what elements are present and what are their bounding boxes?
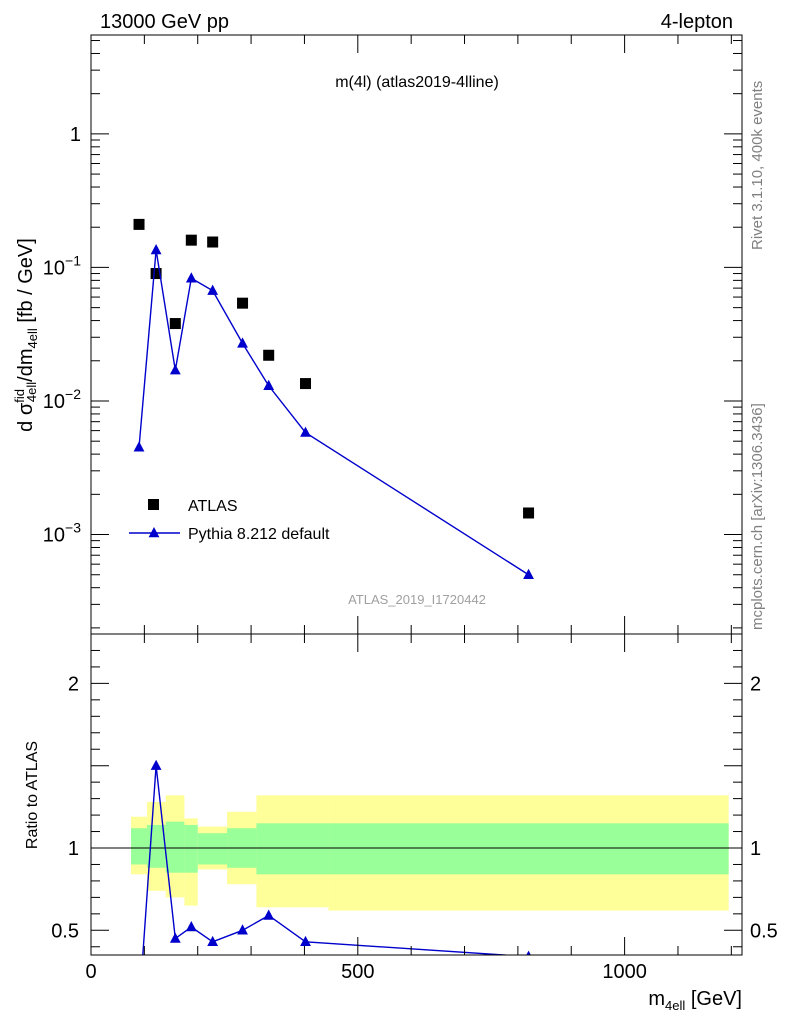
uncertainty-band-inner xyxy=(256,823,329,875)
x-axis-label: m4ell [GeV] xyxy=(648,988,742,1013)
legend: ATLAS Pythia 8.212 default xyxy=(129,498,330,543)
atlas-data-point xyxy=(185,234,197,246)
pythia-data-point xyxy=(237,337,248,348)
ratio-ticks: 0.5 0.5 1 1 2 2 0 500 1000 xyxy=(51,634,778,983)
legend-label: Pythia 8.212 default xyxy=(188,526,330,543)
legend-label: ATLAS xyxy=(188,498,238,515)
mcplots-label: mcplots.cern.ch [arXiv:1306.3436] xyxy=(749,403,766,630)
pythia-data-point xyxy=(150,244,162,255)
main-y-tick-label: 10−3 xyxy=(43,520,81,547)
main-frame xyxy=(90,34,743,635)
pythia-data-point xyxy=(169,364,181,375)
uncertainty-band-inner xyxy=(328,823,729,875)
ratio-y-tick-label-right: 2 xyxy=(750,673,761,695)
ratio-data-point xyxy=(169,932,181,943)
atlas-data-point xyxy=(523,507,535,519)
watermark: ATLAS_2019_I1720442 xyxy=(348,592,486,607)
ratio-data-point xyxy=(207,935,219,947)
ratio-y-tick-label-right: 1 xyxy=(750,838,761,860)
pythia-data-point xyxy=(185,272,197,283)
atlas-data-point xyxy=(263,349,275,361)
ratio-panel: 0.5 0.5 1 1 2 2 0 500 1000 Ratio to ATLAS m4ell … xyxy=(24,633,778,1013)
rivet-label: Rivet 3.1.10, 400k events xyxy=(749,81,766,250)
ratio-y-tick-label: 2 xyxy=(68,673,79,695)
main-y-tick-label: 10−2 xyxy=(43,386,81,413)
main-title: m(4l) (atlas2019-4lline) xyxy=(335,74,499,91)
pythia-data-point xyxy=(523,568,534,579)
pythia-data-point xyxy=(300,426,311,437)
pythia-data-point xyxy=(133,441,145,452)
ratio-y-tick-label-right: 0.5 xyxy=(750,920,778,942)
atlas-data-point xyxy=(150,268,162,280)
atlas-data-point xyxy=(237,297,249,309)
main-y-tick-label: 1 xyxy=(70,124,81,146)
main-y-label: d σfid4ell/dm4ell [fb / GeV] xyxy=(12,238,40,432)
uncertainty-band-inner xyxy=(184,824,198,873)
ratio-series xyxy=(134,759,531,1013)
ratio-y-label: Ratio to ATLAS xyxy=(24,741,41,849)
header-right: 4-lepton xyxy=(661,11,733,33)
legend-marker-pythia xyxy=(148,527,160,538)
main-panel: m(4l) (atlas2019-4lline) ATLAS_2019_I172… xyxy=(12,34,743,635)
pythia-data-point xyxy=(207,284,219,295)
x-tick-label: 500 xyxy=(341,961,374,983)
ratio-y-tick-label: 1 xyxy=(68,838,79,860)
ratio-data-point xyxy=(185,921,197,932)
ratio-data-point xyxy=(150,759,162,770)
atlas-data-point xyxy=(300,378,312,390)
main-plot-area xyxy=(133,218,535,579)
legend-marker-atlas xyxy=(148,499,159,510)
atlas-data-point xyxy=(133,218,145,230)
ratio-data-point xyxy=(526,950,531,955)
main-y-ticks: 10−3 10−2 10−1 1 xyxy=(43,35,742,634)
atlas-data-point xyxy=(207,236,219,248)
pythia-data-point xyxy=(263,379,275,390)
ratio-data-point xyxy=(237,924,248,935)
x-tick-label: 1000 xyxy=(602,961,647,983)
uncertainty-band-inner xyxy=(165,821,185,873)
main-y-tick-label: 10−1 xyxy=(43,252,81,279)
ratio-frame xyxy=(90,633,743,956)
uncertainty-band-inner xyxy=(131,828,148,865)
ratio-data-point xyxy=(263,909,275,920)
ratio-y-tick-label: 0.5 xyxy=(51,920,79,942)
x-tick-label: 0 xyxy=(85,961,96,983)
ratio-data-point xyxy=(134,1003,145,1013)
ratio-plot-area xyxy=(91,759,742,1013)
atlas-data-point xyxy=(169,318,181,330)
ratio-data-point xyxy=(300,935,311,947)
uncertainty-band-inner xyxy=(197,833,228,865)
header-left: 13000 GeV pp xyxy=(100,11,229,33)
